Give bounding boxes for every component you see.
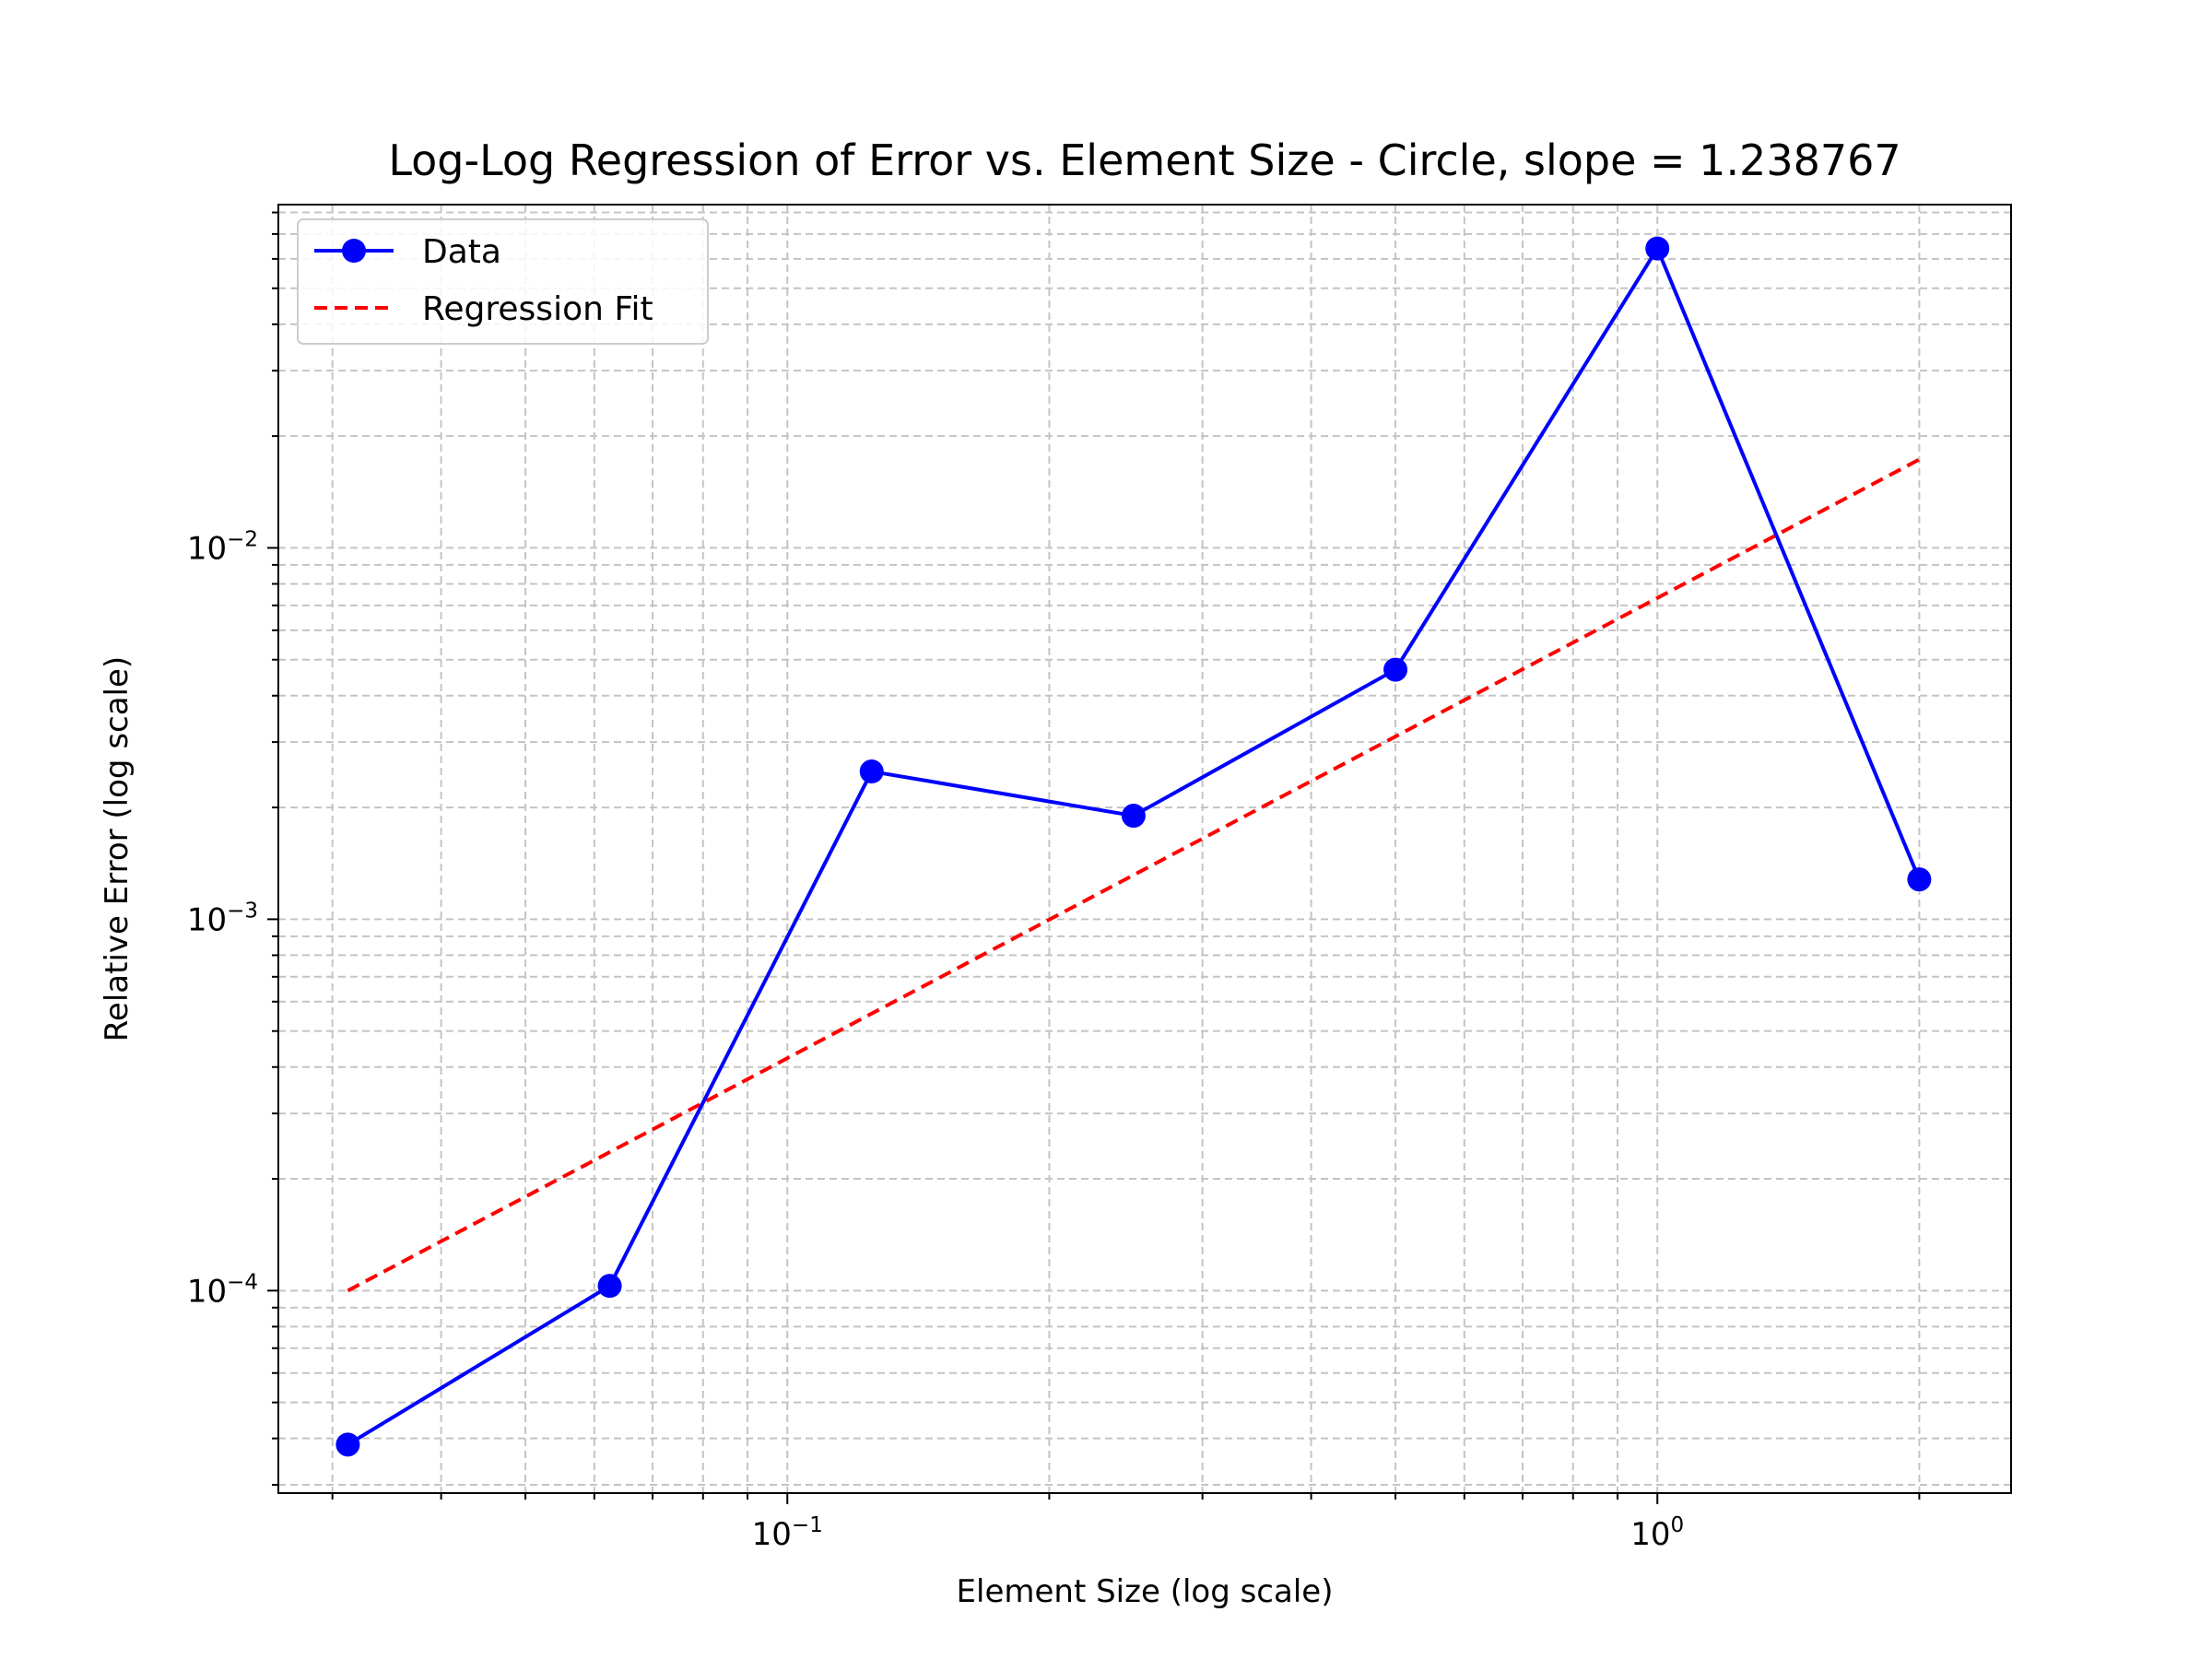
data-point xyxy=(1645,236,1670,261)
plot-frame xyxy=(277,204,2012,1494)
data-point xyxy=(597,1274,622,1299)
chart-title: Log-Log Regression of Error vs. Element … xyxy=(388,135,1900,185)
grid xyxy=(278,205,2011,1493)
x-tick-label: 10−1 xyxy=(752,1513,823,1553)
x-tick-label: 100 xyxy=(1630,1513,1684,1553)
data-point xyxy=(859,759,884,784)
legend-data-marker-icon xyxy=(342,239,366,263)
y-axis-label: Relative Error (log scale) xyxy=(99,656,135,1041)
y-tick-label: 10−2 xyxy=(187,527,258,567)
regression-fit-line xyxy=(347,457,1921,1293)
y-tick-label: 10−4 xyxy=(187,1270,258,1310)
y-tick-label: 10−3 xyxy=(187,899,258,938)
data-point xyxy=(335,1432,360,1457)
legend-label-data: Data xyxy=(422,233,501,271)
legend-label-regression-fit: Regression Fit xyxy=(422,290,653,328)
plot-series xyxy=(335,236,1932,1457)
data-point xyxy=(1907,867,1932,892)
data-point xyxy=(1383,657,1408,682)
axis-ticks: 10−1 100 10−4 10−3 10−2 xyxy=(187,211,1921,1553)
data-point xyxy=(1121,804,1146,829)
legend: Data Regression Fit xyxy=(297,218,709,345)
x-axis-label: Element Size (log scale) xyxy=(957,1573,1334,1610)
legend-box xyxy=(297,218,709,345)
